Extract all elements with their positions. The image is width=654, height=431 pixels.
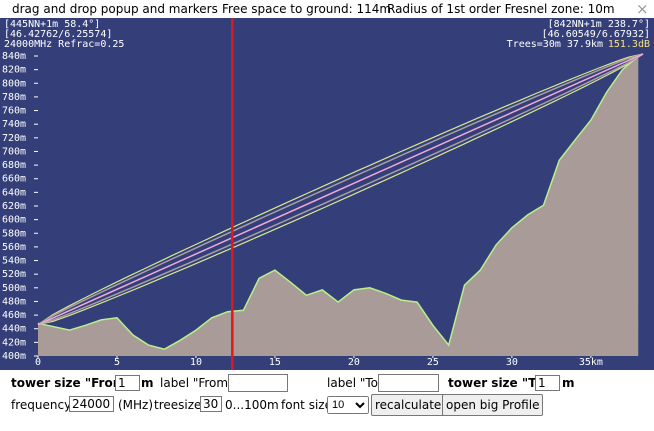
y-tick-label: 420m bbox=[2, 337, 26, 348]
info-right: [46.60549/6.67932] bbox=[542, 29, 650, 40]
path-loss: 151.3dB bbox=[608, 39, 650, 50]
y-tick-label: 780m bbox=[2, 92, 26, 103]
profile-chart: 400m 420m 440m 460m 480m 500m 520m 540m 560m 580m… bbox=[0, 18, 654, 370]
hint: 0...100m bbox=[225, 398, 279, 412]
label: font size bbox=[281, 398, 332, 412]
fresnel-outer bbox=[37, 53, 644, 326]
label: tower size "From" bbox=[11, 376, 132, 390]
y-tick-label: 760m bbox=[2, 106, 26, 117]
label: label "From" bbox=[160, 376, 234, 390]
fresnel-info: Radius of 1st order Fresnel zone: 10m bbox=[387, 2, 615, 16]
sight-line bbox=[37, 53, 644, 326]
treesize-input[interactable] bbox=[200, 396, 222, 412]
info-left: [445NN+1m 58.4°] bbox=[4, 19, 100, 30]
x-tick-label: 25 bbox=[427, 357, 439, 368]
x-tick-label: 0 bbox=[35, 357, 41, 368]
x-tick-label: 15 bbox=[269, 357, 281, 368]
y-tick-label: 520m bbox=[2, 269, 26, 280]
popup-title: drag and drop popup and markers bbox=[12, 2, 218, 16]
label-to-input[interactable] bbox=[378, 374, 439, 392]
x-tick-label: 20 bbox=[348, 357, 360, 368]
label-from-input[interactable] bbox=[228, 374, 288, 392]
tower-from-input[interactable] bbox=[115, 375, 140, 391]
unit: m bbox=[141, 376, 154, 390]
y-tick-label: 700m bbox=[2, 146, 26, 157]
y-tick-label: 480m bbox=[2, 296, 26, 307]
tower-to-input[interactable] bbox=[535, 375, 560, 391]
settings-form: tower size "From" m label "From" label "… bbox=[0, 372, 654, 431]
x-tick-label: 10 bbox=[190, 357, 202, 368]
y-tick-label: 660m bbox=[2, 174, 26, 185]
recalculate-button[interactable]: recalculate bbox=[371, 394, 446, 416]
open-profile-button[interactable]: open big Profile bbox=[442, 394, 544, 416]
y-tick-label: 820m bbox=[2, 65, 26, 76]
x-tick-label: 30 bbox=[506, 357, 518, 368]
terrain-area bbox=[38, 56, 639, 356]
info-left: 24000MHz Refrac=0.25 bbox=[4, 39, 124, 50]
x-tick-label: 35km bbox=[579, 357, 603, 368]
fontsize-select[interactable]: 10 bbox=[327, 396, 369, 414]
info-left: [46.42762/6.25574] bbox=[4, 29, 112, 40]
y-tick-label: 740m bbox=[2, 119, 26, 130]
label: label "To" bbox=[327, 376, 384, 390]
y-tick-label: 840m bbox=[2, 51, 26, 62]
y-tick-label: 640m bbox=[2, 187, 26, 198]
label: tower size "To" bbox=[448, 376, 550, 390]
fresnel-lower bbox=[37, 53, 644, 326]
y-tick-label: 400m bbox=[2, 351, 26, 362]
free-space: Free space to ground: 114m bbox=[222, 2, 392, 16]
y-tick-label: 680m bbox=[2, 160, 26, 171]
unit: (MHz) bbox=[118, 398, 154, 412]
unit: m bbox=[562, 376, 575, 390]
title-bar: drag and drop popup and markers Free spa… bbox=[0, 0, 654, 18]
info-right: [842NN+1m 238.7°] bbox=[548, 19, 650, 30]
y-tick-label: 440m bbox=[2, 324, 26, 335]
y-tick-label: 540m bbox=[2, 256, 26, 267]
y-tick-label: 460m bbox=[2, 310, 26, 321]
y-tick-label: 580m bbox=[2, 228, 26, 239]
label: treesize: bbox=[154, 398, 206, 412]
x-tick-label: 5 bbox=[114, 357, 120, 368]
y-tick-label: 600m bbox=[2, 215, 26, 226]
frequency-input[interactable] bbox=[69, 396, 114, 412]
fresnel-upper bbox=[37, 53, 644, 326]
label: frequency: bbox=[11, 398, 75, 412]
terrain-outline bbox=[37, 55, 639, 351]
fresnel-outer bbox=[37, 53, 644, 326]
y-tick-label: 800m bbox=[2, 78, 26, 89]
close-button[interactable]: × bbox=[636, 0, 649, 18]
info-right: Trees=30m 37.9km bbox=[507, 39, 603, 50]
y-tick-label: 560m bbox=[2, 242, 26, 253]
y-tick-label: 720m bbox=[2, 133, 26, 144]
y-tick-label: 500m bbox=[2, 283, 26, 294]
y-tick-label: 620m bbox=[2, 201, 26, 212]
